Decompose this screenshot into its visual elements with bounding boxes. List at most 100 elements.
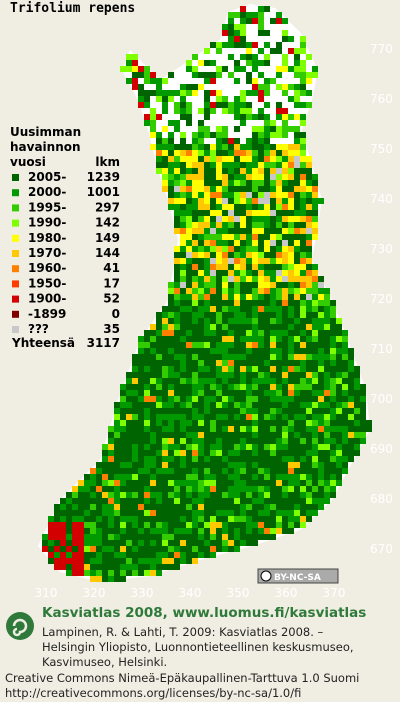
map-cell bbox=[174, 156, 180, 162]
map-cell bbox=[174, 396, 180, 402]
map-cell bbox=[276, 402, 282, 408]
map-cell bbox=[264, 414, 270, 420]
map-cell bbox=[108, 570, 114, 576]
map-cell bbox=[246, 528, 252, 534]
map-cell bbox=[252, 450, 258, 456]
map-cell bbox=[222, 282, 228, 288]
map-cell bbox=[198, 252, 204, 258]
map-cell bbox=[96, 552, 102, 558]
map-cell bbox=[102, 516, 108, 522]
map-cell bbox=[288, 222, 294, 228]
map-cell bbox=[168, 492, 174, 498]
map-cell bbox=[180, 246, 186, 252]
map-cell bbox=[246, 414, 252, 420]
map-cell bbox=[270, 258, 276, 264]
map-cell bbox=[264, 162, 270, 168]
map-cell bbox=[138, 510, 144, 516]
map-cell bbox=[222, 390, 228, 396]
map-cell bbox=[240, 228, 246, 234]
map-cell bbox=[162, 360, 168, 366]
map-cell bbox=[294, 384, 300, 390]
map-cell bbox=[264, 102, 270, 108]
map-cell bbox=[186, 312, 192, 318]
map-cell bbox=[210, 318, 216, 324]
map-cell bbox=[264, 6, 270, 12]
map-cell bbox=[258, 420, 264, 426]
map-cell bbox=[252, 174, 258, 180]
map-cell bbox=[72, 546, 78, 552]
map-cell bbox=[216, 312, 222, 318]
map-cell bbox=[276, 492, 282, 498]
map-cell bbox=[282, 108, 288, 114]
map-cell bbox=[204, 162, 210, 168]
map-cell bbox=[204, 492, 210, 498]
map-cell bbox=[342, 462, 348, 468]
map-cell bbox=[138, 342, 144, 348]
map-cell bbox=[312, 450, 318, 456]
map-cell bbox=[342, 336, 348, 342]
map-cell bbox=[270, 174, 276, 180]
map-cell bbox=[246, 498, 252, 504]
map-cell bbox=[180, 108, 186, 114]
map-cell bbox=[270, 372, 276, 378]
legend-swatch bbox=[12, 250, 19, 257]
map-cell bbox=[210, 414, 216, 420]
map-cell bbox=[168, 546, 174, 552]
map-cell bbox=[60, 528, 66, 534]
map-cell bbox=[246, 366, 252, 372]
map-cell bbox=[204, 264, 210, 270]
map-cell bbox=[174, 540, 180, 546]
map-cell bbox=[198, 372, 204, 378]
map-cell bbox=[228, 300, 234, 306]
map-cell bbox=[312, 438, 318, 444]
map-cell bbox=[288, 504, 294, 510]
map-cell bbox=[138, 480, 144, 486]
legend-count: 1001 bbox=[87, 185, 120, 199]
map-cell bbox=[276, 72, 282, 78]
map-cell bbox=[210, 72, 216, 78]
map-cell bbox=[264, 30, 270, 36]
map-cell bbox=[204, 324, 210, 330]
map-cell bbox=[216, 366, 222, 372]
map-cell bbox=[168, 390, 174, 396]
map-cell bbox=[324, 288, 330, 294]
map-cell bbox=[210, 108, 216, 114]
map-cell bbox=[210, 210, 216, 216]
map-cell bbox=[186, 252, 192, 258]
map-cell bbox=[150, 90, 156, 96]
map-cell bbox=[288, 246, 294, 252]
map-cell bbox=[318, 414, 324, 420]
map-cell bbox=[294, 408, 300, 414]
map-cell bbox=[246, 282, 252, 288]
map-cell bbox=[198, 162, 204, 168]
map-cell bbox=[138, 468, 144, 474]
map-cell bbox=[228, 138, 234, 144]
map-cell bbox=[90, 546, 96, 552]
map-cell bbox=[348, 420, 354, 426]
map-cell bbox=[204, 288, 210, 294]
map-cell bbox=[156, 318, 162, 324]
map-cell bbox=[234, 138, 240, 144]
map-cell bbox=[282, 66, 288, 72]
map-cell bbox=[162, 372, 168, 378]
map-cell bbox=[330, 354, 336, 360]
map-cell bbox=[96, 558, 102, 564]
map-cell bbox=[246, 18, 252, 24]
map-cell bbox=[276, 102, 282, 108]
map-cell bbox=[192, 462, 198, 468]
map-cell bbox=[300, 168, 306, 174]
map-cell bbox=[114, 456, 120, 462]
map-cell bbox=[198, 258, 204, 264]
y-coordinate: 740 bbox=[370, 192, 393, 206]
map-cell bbox=[318, 336, 324, 342]
map-cell bbox=[204, 414, 210, 420]
map-cell bbox=[108, 438, 114, 444]
map-cell bbox=[60, 510, 66, 516]
map-cell bbox=[192, 216, 198, 222]
map-cell bbox=[276, 336, 282, 342]
map-cell bbox=[246, 384, 252, 390]
map-cell bbox=[204, 516, 210, 522]
map-cell bbox=[198, 312, 204, 318]
map-cell bbox=[162, 144, 168, 150]
map-cell bbox=[216, 372, 222, 378]
